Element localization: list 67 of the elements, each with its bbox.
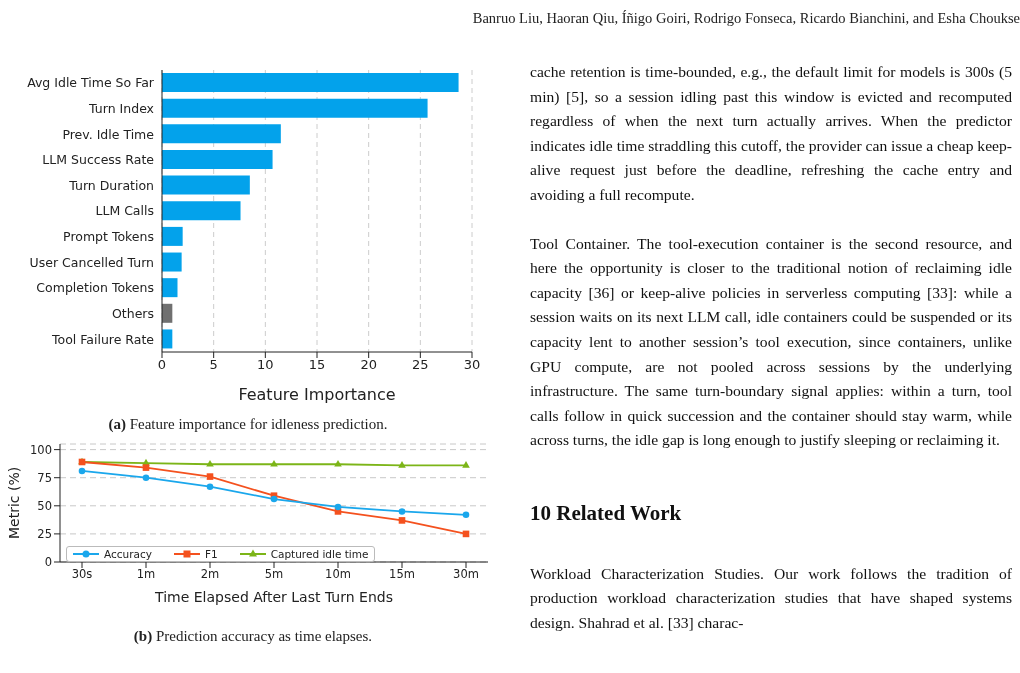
legend-label: Captured idle time: [269, 548, 369, 560]
point: [206, 459, 214, 467]
x-tick-label: 30m: [453, 567, 479, 582]
x-tick-label: 15m: [389, 567, 415, 582]
point: [398, 461, 406, 468]
y-tick-label: Turn Index: [88, 100, 154, 116]
point: [462, 461, 470, 468]
bar: [162, 278, 178, 298]
bar: [162, 149, 273, 169]
x-tick-label: 30: [463, 357, 481, 373]
legend-label: F1: [203, 548, 218, 560]
y-tick-label: 50: [37, 498, 52, 513]
bar: [162, 201, 241, 221]
point: [334, 503, 342, 511]
y-tick-label: 25: [37, 526, 52, 541]
point: [270, 495, 278, 503]
text: Workload Characterization Studies. Our work follows the tradition of production workload characterization studies that have shaped systems design. Shahrad et al. [33] charac-: [530, 563, 1012, 633]
y-tick-label: LLM Calls: [95, 203, 154, 219]
x-tick-label: 5m: [264, 567, 284, 582]
y-axis-title: Metric (%): [5, 466, 22, 539]
y-tick-label: Others: [111, 305, 154, 321]
legend-label: Accuracy: [103, 548, 152, 560]
text: (a) Feature importance for idleness prediction.: [107, 416, 389, 433]
text: 10 Related Work: [530, 499, 683, 527]
y-tick-label: 75: [37, 470, 52, 485]
point: [142, 464, 150, 471]
point: [78, 467, 86, 475]
y-tick-label: Completion Tokens: [36, 280, 154, 296]
point: [206, 473, 214, 480]
x-tick-label: 25: [412, 357, 429, 373]
x-tick-label: 30s: [71, 567, 93, 582]
point: [142, 474, 150, 482]
x-tick-label: 20: [360, 357, 377, 373]
y-tick-label: Turn Duration: [68, 177, 154, 193]
y-tick-label: 100: [30, 442, 52, 457]
bar: [162, 175, 250, 195]
x-tick-label: 2m: [200, 567, 220, 582]
y-tick-label: Prompt Tokens: [63, 229, 154, 245]
point: [398, 517, 406, 524]
bar: [162, 124, 281, 144]
text: Banruo Liu, Haoran Qiu, Íñigo Goiri, Rodrigo Fonseca, Ricardo Bianchini, and Esha Choukse: [472, 10, 1020, 27]
text: Tool Container. The tool-execution container is the second resource, and here the opportunity is closer to the traditional notion of reclaiming idle capacity [36] or keep-alive policies in serverless computing [33]: while a session waits on its next LLM call, idle containers could be suspended or its capacity lent to another session’s tool execution, since containers, unlike GPU compute, are not pooled across sessions by the underlying infrastructure. The same turn-boundary signal applies: within a turn, tool calls follow in quick succession and the container should stay warm, while across turns, the idle gap is long enough to justify sleeping or reclaiming it.: [530, 234, 1012, 449]
x-tick-label: 1m: [136, 567, 156, 582]
point: [462, 511, 470, 519]
bar: [162, 73, 459, 93]
x-axis-title: Feature Importance: [238, 385, 396, 404]
x-tick-label: 15: [308, 357, 326, 373]
x-tick-label: 10: [257, 357, 274, 373]
y-tick-label: LLM Success Rate: [42, 152, 155, 168]
text: (b) Prediction accuracy as time elapses.: [132, 628, 374, 645]
point: [398, 508, 406, 515]
x-axis-title: Time Elapsed After Last Turn Ends: [154, 589, 393, 605]
x-tick-label: 10m: [325, 567, 351, 582]
bar: [162, 98, 428, 118]
text: cache retention is time-bounded, e.g., the default limit for models is 300s (5 min) [5], so a session idling past this window is evicted and recomputed regardless of when the next turn actually arrives. When the predictor indicates idle time straddling this cutoff, the provider can issue a cheap keep-alive request just before the deadline, refreshing the cache entry and avoiding a full recompute.: [530, 62, 1012, 205]
x-tick-label: 5: [209, 357, 218, 373]
point: [270, 459, 278, 467]
x-tick-label: 0: [157, 357, 167, 373]
point: [334, 459, 342, 467]
bar: [162, 226, 183, 246]
point: [206, 483, 214, 490]
y-tick-label: 0: [44, 555, 52, 570]
y-tick-label: Tool Failure Rate: [50, 331, 155, 347]
y-tick-label: Avg Idle Time So Far: [27, 75, 155, 91]
bar: [162, 252, 182, 272]
y-tick-label: Prev. Idle Time: [62, 126, 155, 142]
y-tick-label: User Cancelled Turn: [29, 254, 154, 270]
